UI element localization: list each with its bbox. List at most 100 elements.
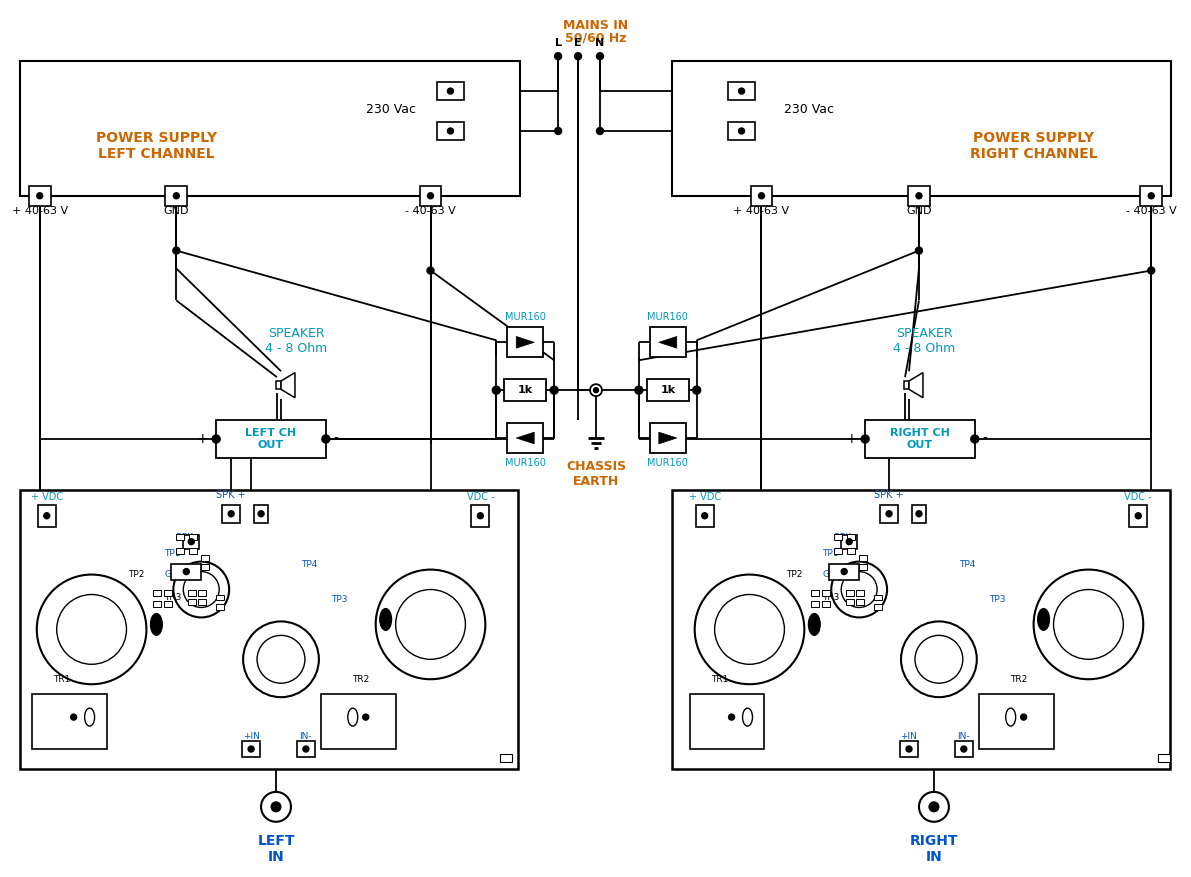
Bar (846, 600, 854, 605)
Text: TR2: TR2 (353, 674, 369, 684)
Circle shape (841, 568, 847, 574)
Text: +: + (846, 432, 858, 446)
Text: E: E (574, 39, 582, 48)
Circle shape (593, 388, 599, 393)
Text: + 40-63 V: + 40-63 V (734, 206, 790, 216)
Text: - 40-63 V: - 40-63 V (1125, 206, 1177, 216)
Text: +: + (197, 432, 208, 446)
Ellipse shape (1037, 609, 1049, 631)
Bar (217, 595, 224, 601)
Bar (865, 420, 974, 458)
Bar (500, 754, 512, 762)
Circle shape (915, 635, 962, 683)
Circle shape (961, 746, 967, 752)
Circle shape (574, 53, 581, 60)
Bar (29, 186, 51, 206)
Polygon shape (909, 373, 923, 398)
Circle shape (902, 622, 977, 697)
Circle shape (841, 572, 877, 608)
Bar (1140, 186, 1162, 206)
Bar (188, 589, 197, 595)
Text: TR3: TR3 (822, 593, 840, 602)
Text: MAINS IN: MAINS IN (563, 19, 629, 32)
Circle shape (448, 128, 454, 134)
Text: N: N (596, 39, 605, 48)
Text: GND: GND (906, 206, 931, 216)
Circle shape (1054, 589, 1123, 660)
Text: 230 Vac: 230 Vac (366, 103, 416, 116)
Circle shape (550, 386, 559, 394)
Text: POWER SUPPLY
LEFT CHANNEL: POWER SUPPLY LEFT CHANNEL (95, 131, 217, 161)
Bar (472, 505, 490, 527)
Bar (198, 600, 206, 605)
Circle shape (831, 561, 887, 617)
Circle shape (70, 714, 76, 720)
Bar (164, 602, 173, 608)
Text: SPK -: SPK - (834, 533, 858, 542)
Circle shape (363, 714, 369, 720)
Bar (297, 741, 314, 757)
Circle shape (1021, 714, 1027, 720)
Text: VDC -: VDC - (1124, 492, 1152, 502)
Ellipse shape (809, 613, 821, 635)
Text: TP1: TP1 (164, 549, 181, 558)
Bar (822, 589, 830, 595)
Bar (437, 82, 464, 100)
Bar (276, 381, 281, 389)
Circle shape (492, 386, 500, 394)
Bar (856, 589, 865, 595)
Circle shape (183, 568, 189, 574)
Text: VDC -: VDC - (467, 492, 494, 502)
Circle shape (886, 510, 892, 517)
Text: 1k: 1k (518, 385, 532, 396)
Bar (20, 61, 520, 196)
Bar (811, 589, 819, 595)
Bar (176, 534, 185, 539)
Bar (254, 505, 268, 523)
Polygon shape (281, 373, 295, 398)
Text: L: L (555, 39, 562, 48)
Circle shape (906, 746, 912, 752)
Text: + 40-63 V: + 40-63 V (12, 206, 68, 216)
Text: - 40-63 V: - 40-63 V (405, 206, 456, 216)
Circle shape (375, 569, 486, 679)
Circle shape (715, 595, 785, 664)
Bar (188, 600, 197, 605)
Text: CHASSIS
EARTH: CHASSIS EARTH (566, 460, 626, 488)
Bar (650, 327, 686, 357)
Ellipse shape (150, 613, 162, 635)
Text: SPEAKER
4 - 8 Ohm: SPEAKER 4 - 8 Ohm (893, 327, 955, 355)
Text: TP2: TP2 (786, 570, 803, 579)
Text: SPEAKER
4 - 8 Ohm: SPEAKER 4 - 8 Ohm (264, 327, 328, 355)
Bar (900, 741, 918, 757)
Circle shape (916, 193, 922, 199)
Bar (696, 505, 713, 527)
Bar (32, 695, 106, 749)
Bar (223, 505, 241, 523)
Bar (650, 423, 686, 453)
Bar (856, 600, 865, 605)
Bar (1158, 754, 1171, 762)
Bar (198, 589, 206, 595)
Circle shape (861, 435, 869, 443)
Circle shape (272, 802, 281, 812)
Bar (217, 420, 326, 458)
Text: TP2: TP2 (129, 570, 144, 579)
Text: TR1: TR1 (711, 674, 728, 684)
Bar (846, 589, 854, 595)
Circle shape (916, 247, 923, 254)
Text: MUR160: MUR160 (648, 458, 688, 468)
Circle shape (590, 384, 601, 396)
Text: -: - (983, 432, 987, 446)
Bar (183, 535, 199, 549)
Circle shape (929, 802, 939, 812)
Bar (320, 695, 395, 749)
Bar (847, 534, 855, 539)
Text: 50/60 Hz: 50/60 Hz (566, 32, 626, 45)
Text: LEFT CH
OUT: LEFT CH OUT (245, 428, 297, 450)
Text: IN-: IN- (958, 732, 971, 741)
Text: RIGHT
IN: RIGHT IN (910, 834, 959, 864)
Circle shape (919, 792, 949, 822)
Circle shape (555, 127, 562, 134)
Bar (154, 602, 161, 608)
